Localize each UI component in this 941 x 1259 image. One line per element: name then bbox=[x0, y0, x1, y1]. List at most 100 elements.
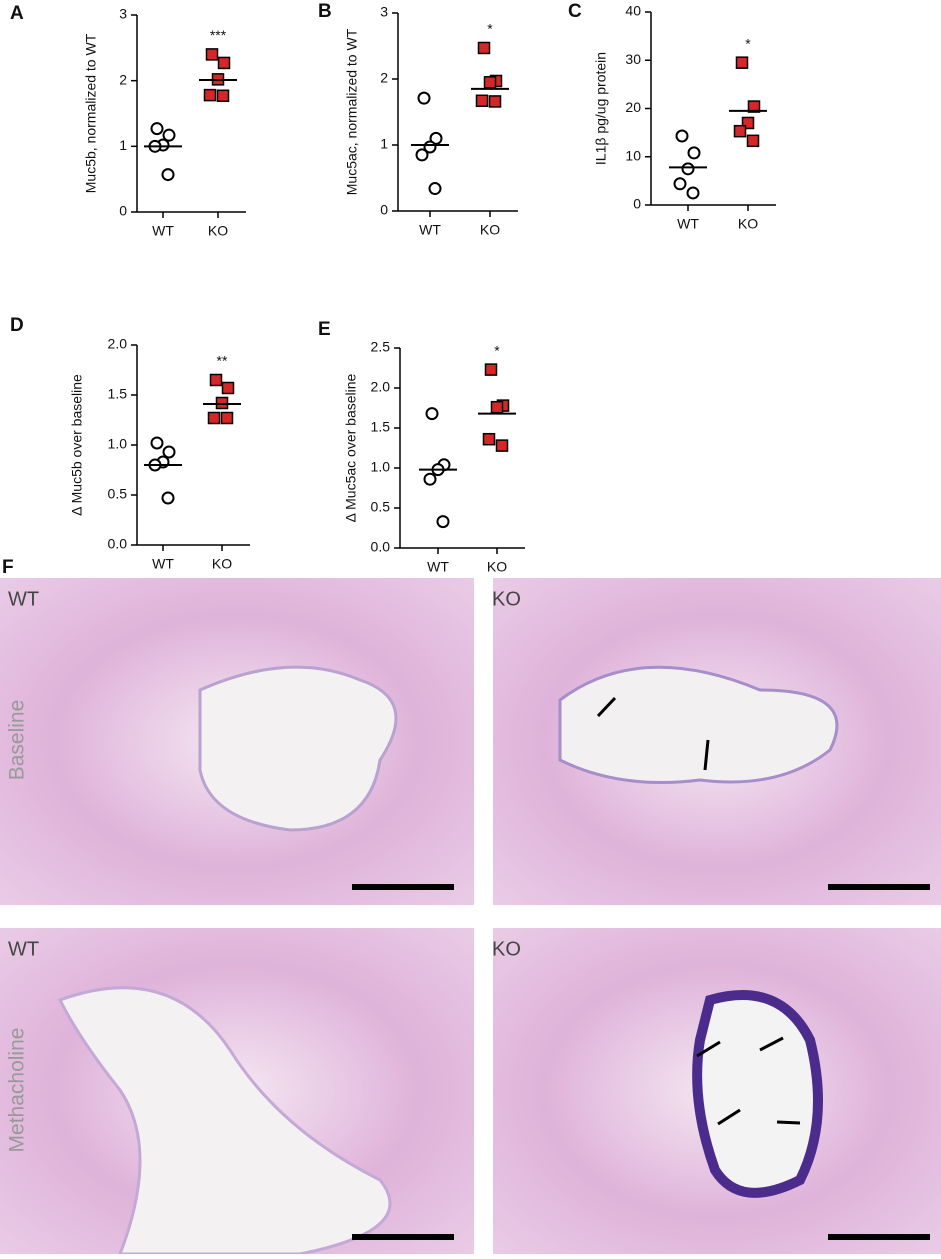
cell-label: WT bbox=[8, 938, 39, 960]
x-tick-label: KO bbox=[480, 222, 500, 238]
data-point bbox=[687, 146, 701, 160]
data-point bbox=[203, 88, 217, 102]
arrows bbox=[596, 696, 801, 1126]
data-point bbox=[205, 48, 219, 61]
cell-label: KO bbox=[492, 588, 521, 610]
data-point bbox=[150, 122, 164, 136]
data-point bbox=[417, 91, 431, 105]
data-point bbox=[747, 100, 761, 113]
data-point bbox=[673, 177, 687, 191]
y-tick-label: 2 bbox=[380, 70, 388, 86]
y-tick-label: 0 bbox=[633, 196, 641, 212]
data-point bbox=[475, 94, 489, 108]
row-label: Methacholine bbox=[6, 1028, 29, 1153]
panel-letter: F bbox=[2, 557, 14, 578]
data-point bbox=[429, 131, 443, 145]
panel-letter: D bbox=[10, 315, 24, 336]
panel-letter: B bbox=[318, 1, 332, 22]
y-tick-label: 3 bbox=[380, 4, 388, 20]
y-tick-label: 2.5 bbox=[371, 339, 391, 355]
y-tick-label: 2.0 bbox=[371, 379, 391, 395]
data-point bbox=[217, 56, 231, 70]
data-point bbox=[495, 439, 509, 452]
data-point bbox=[484, 363, 498, 376]
lumen bbox=[57, 986, 392, 1256]
data-point bbox=[221, 381, 235, 395]
y-tick-label: 40 bbox=[625, 3, 641, 19]
data-point bbox=[741, 116, 755, 130]
data-point bbox=[209, 373, 223, 387]
data-point bbox=[425, 407, 439, 421]
y-tick-label: 1 bbox=[119, 137, 127, 153]
data-point bbox=[162, 445, 176, 459]
y-axis-label: Δ Muc5b over baseline bbox=[69, 374, 85, 516]
row-label: Baseline bbox=[6, 700, 29, 781]
y-tick-label: 0 bbox=[380, 202, 388, 218]
lumen bbox=[198, 665, 398, 832]
y-tick-label: 10 bbox=[625, 147, 641, 163]
y-axis-label: Muc5b, normalized to WT bbox=[83, 33, 99, 193]
data-point bbox=[220, 411, 234, 425]
y-tick-label: 1.5 bbox=[371, 419, 391, 435]
data-point bbox=[686, 186, 700, 200]
x-tick-label: WT bbox=[152, 556, 174, 572]
y-axis-label: IL1β pg/ug protein bbox=[593, 52, 609, 165]
y-tick-label: 2 bbox=[119, 71, 127, 87]
y-tick-label: 1.5 bbox=[108, 386, 128, 402]
y-axis-label: Muc5ac, normalized to WT bbox=[344, 28, 360, 195]
data-point bbox=[746, 134, 760, 148]
data-point bbox=[681, 162, 695, 176]
significance: * bbox=[745, 35, 751, 51]
y-tick-label: 1.0 bbox=[108, 436, 128, 452]
x-tick-label: KO bbox=[738, 216, 758, 232]
lumen bbox=[692, 990, 823, 1198]
data-point bbox=[161, 168, 175, 182]
y-tick-label: 2.0 bbox=[108, 336, 128, 352]
data-point bbox=[415, 148, 429, 162]
panel-letter: A bbox=[10, 3, 24, 24]
x-tick-label: WT bbox=[152, 223, 174, 239]
y-tick-label: 20 bbox=[625, 99, 641, 115]
y-tick-label: 0.0 bbox=[108, 536, 128, 552]
data-point bbox=[490, 400, 504, 414]
y-tick-label: 0.5 bbox=[108, 486, 128, 502]
x-tick-label: KO bbox=[208, 223, 228, 239]
data-point bbox=[675, 129, 689, 143]
data-point bbox=[488, 95, 502, 108]
y-tick-label: 3 bbox=[119, 6, 127, 22]
cell-label: KO bbox=[492, 938, 521, 960]
data-point bbox=[436, 515, 450, 529]
y-tick-label: 1 bbox=[380, 136, 388, 152]
significance: ** bbox=[217, 353, 228, 369]
panel-letter: E bbox=[318, 319, 331, 340]
cell-label: WT bbox=[8, 588, 39, 610]
data-point bbox=[216, 89, 230, 103]
significance: * bbox=[494, 342, 500, 358]
data-point bbox=[735, 56, 749, 69]
y-tick-label: 0.5 bbox=[371, 499, 391, 515]
y-axis-label: Δ Muc5ac over baseline bbox=[343, 373, 359, 522]
panel-letter: C bbox=[568, 1, 582, 22]
data-point bbox=[423, 472, 437, 486]
y-tick-label: 0.0 bbox=[371, 539, 391, 555]
data-point bbox=[483, 76, 497, 89]
x-tick-label: KO bbox=[212, 556, 232, 572]
y-tick-label: 0 bbox=[119, 203, 127, 219]
significance: * bbox=[487, 21, 493, 37]
lumen bbox=[558, 665, 839, 784]
data-point bbox=[162, 128, 176, 142]
y-tick-label: 30 bbox=[625, 51, 641, 67]
y-tick-label: 1.0 bbox=[371, 459, 391, 475]
data-point bbox=[161, 491, 175, 505]
scale-bars bbox=[352, 884, 930, 1240]
data-point bbox=[733, 124, 747, 138]
data-point bbox=[428, 182, 442, 196]
x-tick-label: WT bbox=[419, 222, 441, 238]
data-point bbox=[477, 41, 491, 55]
data-point bbox=[150, 436, 164, 450]
data-point bbox=[207, 411, 221, 425]
data-point bbox=[482, 432, 496, 446]
significance: *** bbox=[210, 27, 227, 43]
histology-images bbox=[0, 578, 941, 1256]
